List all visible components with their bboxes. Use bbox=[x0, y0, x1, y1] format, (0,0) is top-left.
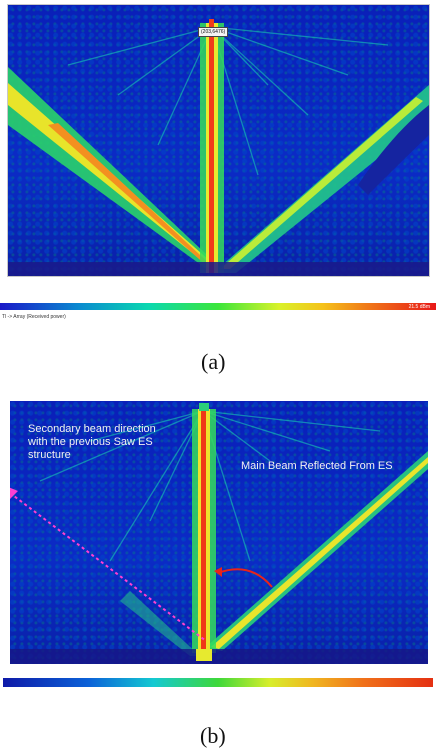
secondary-direction-line bbox=[10, 492, 207, 642]
beam-overlay-b bbox=[10, 403, 428, 664]
annotation-secondary-beam: Secondary beam direction with the previo… bbox=[28, 423, 156, 461]
caption-b: (b) bbox=[200, 723, 226, 748]
beam-overlay-a bbox=[8, 19, 429, 273]
status-text: Tl -> Array (Received power) bbox=[2, 314, 66, 320]
vertical-beam-core bbox=[209, 19, 214, 273]
secondary-direction-arrowhead bbox=[10, 487, 18, 499]
colorbar-b bbox=[3, 678, 433, 687]
right-beam-core bbox=[211, 457, 428, 649]
heatmap-panel-a: (203,6476) bbox=[7, 4, 430, 277]
shadow-blob bbox=[358, 105, 429, 195]
caption-a: (a) bbox=[201, 349, 226, 374]
right-beam bbox=[213, 85, 429, 273]
ray-fan bbox=[67, 26, 389, 176]
right-beam-core bbox=[220, 97, 423, 269]
top-marker bbox=[199, 403, 209, 411]
angle-arrow bbox=[214, 567, 222, 577]
left-incidence bbox=[120, 591, 200, 656]
bottom-band bbox=[10, 649, 428, 664]
colorbar-max-label: 21.5 dBm bbox=[408, 304, 430, 310]
source-marker bbox=[196, 649, 212, 661]
colorbar-a bbox=[0, 303, 436, 310]
field-background bbox=[10, 401, 428, 664]
heatmap-panel-b bbox=[10, 401, 428, 664]
angle-arc bbox=[217, 568, 273, 588]
point-marker-label: (203,6476) bbox=[198, 27, 229, 37]
vertical-beam-core bbox=[201, 407, 206, 653]
annotation-main-beam: Main Beam Reflected From ES bbox=[241, 460, 393, 472]
left-beam-hot bbox=[48, 123, 213, 267]
right-beam bbox=[206, 451, 428, 651]
left-beam bbox=[8, 67, 223, 270]
ray-fan bbox=[39, 410, 381, 562]
bottom-band bbox=[8, 262, 429, 276]
